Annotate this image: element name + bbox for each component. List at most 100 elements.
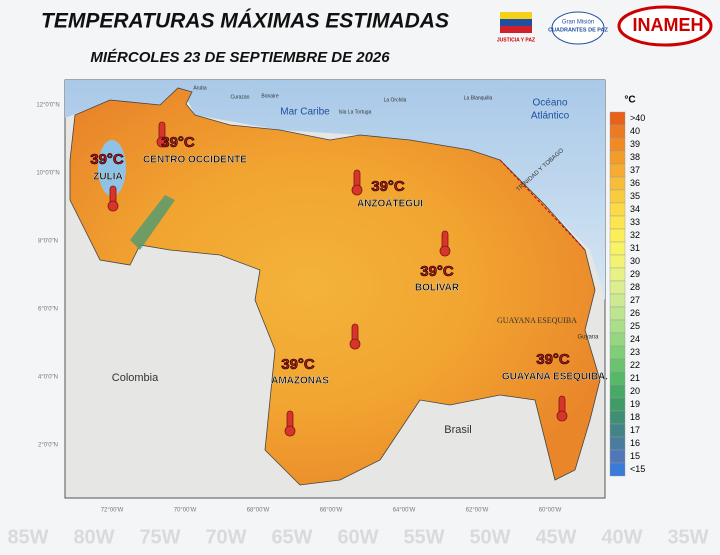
faint-label: 50W	[469, 526, 510, 548]
lon-label: 68°00'W	[247, 508, 270, 514]
legend-label: 21	[630, 373, 640, 383]
legend-label: 22	[630, 360, 640, 370]
legend-swatch	[609, 345, 626, 360]
legend-swatch	[609, 176, 626, 191]
legend-swatch	[609, 215, 626, 230]
legend-label: 29	[630, 269, 640, 279]
lon-label: 64°00'W	[393, 508, 416, 514]
lat-label: 2°0'0"N	[38, 443, 58, 449]
legend-label: 37	[630, 165, 640, 175]
legend-swatch	[609, 202, 626, 217]
legend-swatch	[609, 410, 626, 425]
subtitle: MIÉRCOLES 23 DE SEPTIEMBRE DE 2026	[90, 49, 390, 66]
country-label: Guyana	[577, 335, 599, 341]
legend-swatch	[609, 436, 626, 451]
legend-unit: °C	[624, 95, 635, 106]
legend-swatch	[609, 228, 626, 243]
legend-label: 15	[630, 451, 640, 461]
faint-label: 55W	[403, 526, 444, 548]
region-name: ZULIA	[93, 172, 122, 183]
lat-label: 12°0'0"N	[36, 103, 59, 109]
legend-swatch	[609, 332, 626, 347]
legend-label: 36	[630, 178, 640, 188]
region-name: GUAYANA ESEQUIBA.	[502, 372, 608, 383]
lake-maracaibo	[98, 140, 126, 196]
legend-label: 33	[630, 217, 640, 227]
legend-swatch	[609, 137, 626, 152]
region-name: ANZOÁTEGUI	[357, 197, 423, 210]
legend-swatch	[609, 423, 626, 438]
legend-label: <15	[630, 464, 645, 474]
legend-label: 26	[630, 308, 640, 318]
faint-label: 35W	[667, 526, 708, 548]
legend-swatch	[609, 280, 626, 295]
lon-label: 66°00'W	[320, 508, 343, 514]
region-name: BOLÍVAR	[415, 281, 460, 294]
lon-label: 72°00'W	[101, 508, 124, 514]
faint-label: 60W	[337, 526, 378, 548]
legend-label: 23	[630, 347, 640, 357]
legend-swatch	[609, 111, 626, 126]
faint-label: 65W	[271, 526, 312, 548]
logo-text: INAMEH	[633, 15, 704, 35]
region-temperature: 39°C	[420, 263, 454, 280]
legend: °C >40 40 39 38 37 36 35 34 33 32 31 30 29 28 27 26 25 24…	[609, 95, 645, 477]
lat-label: 8°0'0"N	[38, 239, 58, 245]
logo-text: JUSTICIA Y PAZ	[497, 37, 535, 43]
legend-swatch	[609, 358, 626, 373]
legend-swatch	[609, 150, 626, 165]
legend-swatch	[609, 254, 626, 269]
legend-swatch	[609, 306, 626, 321]
minor-label: Curazao	[231, 94, 250, 100]
faint-label: 85W	[7, 526, 48, 548]
thermometer	[439, 245, 451, 257]
legend-label: 28	[630, 282, 640, 292]
faint-label: 75W	[139, 526, 180, 548]
region-temperature: 39°C	[281, 356, 315, 373]
legend-swatch	[609, 241, 626, 256]
lon-label: 70°00'W	[174, 508, 197, 514]
venezuela	[69, 87, 601, 486]
sea-label: Mar Caribe	[280, 107, 330, 118]
sea	[65, 80, 605, 300]
legend-label: 30	[630, 256, 640, 266]
legend-label: 32	[630, 230, 640, 240]
legend-label: 25	[630, 321, 640, 331]
thermometer	[349, 338, 361, 350]
regions: 39°C ZULIA 39°C CENTRO OCCIDENTE 39°C ANZOÁTE…	[90, 121, 608, 437]
faint-label: 70W	[205, 526, 246, 548]
legend-label: 27	[630, 295, 640, 305]
ocean-label: Atlántico	[531, 111, 570, 122]
legend-swatch	[609, 189, 626, 204]
region-temperature: 39°C	[90, 151, 124, 168]
legend-label: 16	[630, 438, 640, 448]
legend-swatch	[609, 319, 626, 334]
region-temperature: 39°C	[536, 351, 570, 368]
title: TEMPERATURAS MÁXIMAS ESTIMADAS	[41, 10, 449, 33]
ocean-label: Océano	[532, 98, 567, 109]
country-label: Brasil	[444, 424, 472, 436]
legend-swatch	[609, 163, 626, 178]
lon-label: 60°00'W	[539, 508, 562, 514]
thermometer	[107, 200, 119, 212]
legend-label: 38	[630, 152, 640, 162]
lat-label: 6°0'0"N	[38, 307, 58, 313]
legend-label: 40	[630, 126, 640, 136]
border-line	[499, 159, 586, 251]
region-temperature: 39°C	[161, 134, 195, 151]
legend-swatch	[609, 462, 626, 477]
legend-swatch	[609, 384, 626, 399]
country-label: Colombia	[112, 372, 159, 384]
thermometer	[156, 136, 168, 148]
region-temperature: 39°C	[371, 178, 405, 195]
minor-label: Isla La Tortuga	[339, 109, 372, 115]
logo-text: CUADRANTES DE PAZ	[548, 27, 608, 33]
territory-label: GUAYANA ESEQUIBA	[497, 316, 577, 325]
background-labels: 85W 80W 75W 70W 65W 60W 55W 50W 45W 40W 35W	[7, 526, 708, 548]
legend-label: 20	[630, 386, 640, 396]
logos: JUSTICIA Y PAZ Gran Misión CUADRANTES DE…	[497, 5, 713, 47]
legend-label: 17	[630, 425, 640, 435]
legend-swatch	[609, 449, 626, 464]
minor-label: Aruba	[193, 85, 207, 91]
